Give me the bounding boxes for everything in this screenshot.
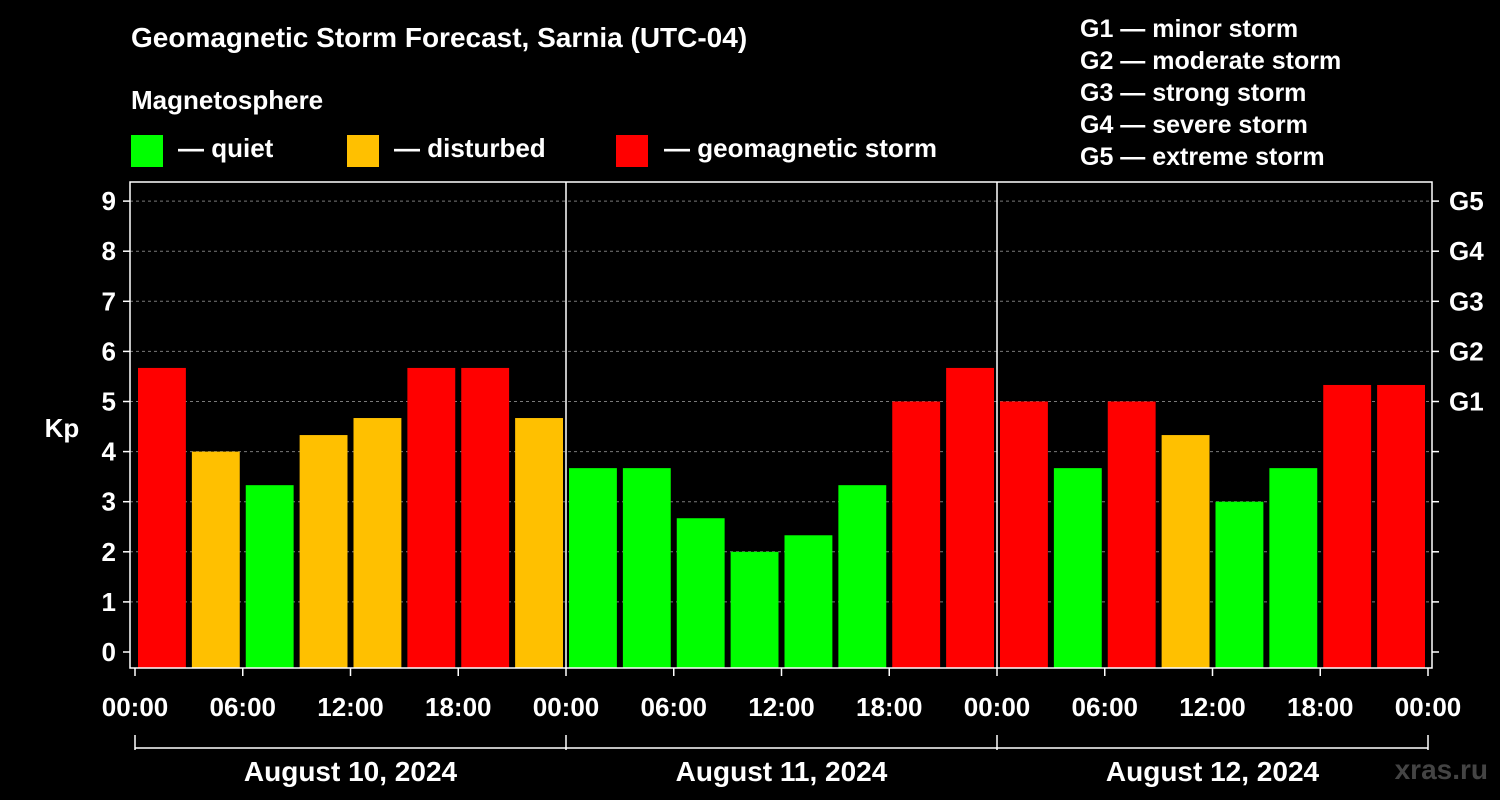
x-tick-label: 18:00 (1287, 692, 1354, 722)
kp-bar (461, 367, 510, 668)
kp-bar (838, 485, 887, 668)
x-tick-label: 18:00 (425, 692, 492, 722)
kp-bar (676, 518, 725, 668)
day-label: August 11, 2024 (676, 756, 888, 787)
g-level-label: G1 (1449, 387, 1484, 417)
kp-bar (191, 451, 240, 668)
legend-swatch-quiet (131, 135, 163, 167)
g-level-label: G5 (1449, 186, 1484, 216)
kp-bar (784, 535, 833, 668)
day-label: August 10, 2024 (244, 756, 458, 787)
kp-bar (1323, 384, 1372, 668)
kp-bar (892, 401, 941, 668)
day-label: August 12, 2024 (1106, 756, 1320, 787)
kp-bar (569, 468, 617, 668)
x-tick-label: 06:00 (210, 692, 277, 722)
y-tick-label: 8 (102, 236, 116, 266)
x-tick-label: 12:00 (1179, 692, 1246, 722)
y-tick-label: 5 (102, 387, 116, 417)
legend-label-quiet: — quiet (178, 133, 274, 163)
watermark: xras.ru (1394, 754, 1488, 785)
legend-title: Magnetosphere (131, 85, 324, 115)
x-tick-label: 06:00 (641, 692, 708, 722)
y-tick-label: 2 (102, 537, 116, 567)
x-tick-label: 12:00 (317, 692, 384, 722)
kp-bar (353, 418, 402, 668)
g-scale-g5: G5 — extreme storm (1080, 143, 1325, 171)
x-tick-label: 12:00 (748, 692, 815, 722)
legend-swatch-disturbed (347, 135, 379, 167)
x-tick-label: 00:00 (1395, 692, 1462, 722)
g-scale-g4: G4 — severe storm (1080, 111, 1308, 139)
kp-bar (1107, 401, 1156, 668)
legend-label-storm: — geomagnetic storm (664, 133, 938, 163)
kp-bar (622, 468, 671, 668)
kp-bar (1215, 501, 1264, 668)
legend-swatch-storm (616, 135, 648, 167)
x-tick-label: 18:00 (856, 692, 923, 722)
kp-bar (245, 485, 294, 668)
x-tick-label: 00:00 (102, 692, 169, 722)
kp-bar (1161, 435, 1210, 668)
legend-label-disturbed: — disturbed (394, 133, 546, 163)
y-tick-label: 6 (102, 336, 116, 366)
g-scale-g3: G3 — strong storm (1080, 79, 1307, 107)
bars-group (138, 367, 1425, 668)
kp-bar (1377, 384, 1425, 668)
g-scale-g2: G2 — moderate storm (1080, 47, 1342, 75)
kp-bar (407, 367, 456, 668)
kp-bar (1269, 468, 1318, 668)
g-level-label: G4 (1449, 236, 1484, 266)
g-level-label: G2 (1449, 336, 1484, 366)
x-tick-label: 06:00 (1072, 692, 1139, 722)
kp-bar (1000, 401, 1048, 668)
kp-bar (1053, 468, 1102, 668)
kp-bar (299, 435, 348, 668)
kp-bar (730, 551, 779, 668)
y-tick-label: 3 (102, 487, 116, 517)
y-axis-label: Kp (45, 413, 80, 443)
x-tick-label: 00:00 (964, 692, 1031, 722)
y-tick-label: 7 (102, 286, 116, 316)
y-tick-label: 0 (102, 637, 116, 667)
g-level-label: G3 (1449, 286, 1484, 316)
kp-bar (515, 418, 563, 668)
g-scale-g1: G1 — minor storm (1080, 15, 1299, 43)
kp-bar (946, 367, 994, 668)
y-tick-label: 4 (102, 437, 117, 467)
chart-title: Geomagnetic Storm Forecast, Sarnia (UTC-… (131, 22, 748, 53)
y-tick-label: 9 (102, 186, 116, 216)
x-tick-label: 00:00 (533, 692, 600, 722)
y-tick-label: 1 (102, 587, 116, 617)
kp-bar (138, 367, 186, 668)
